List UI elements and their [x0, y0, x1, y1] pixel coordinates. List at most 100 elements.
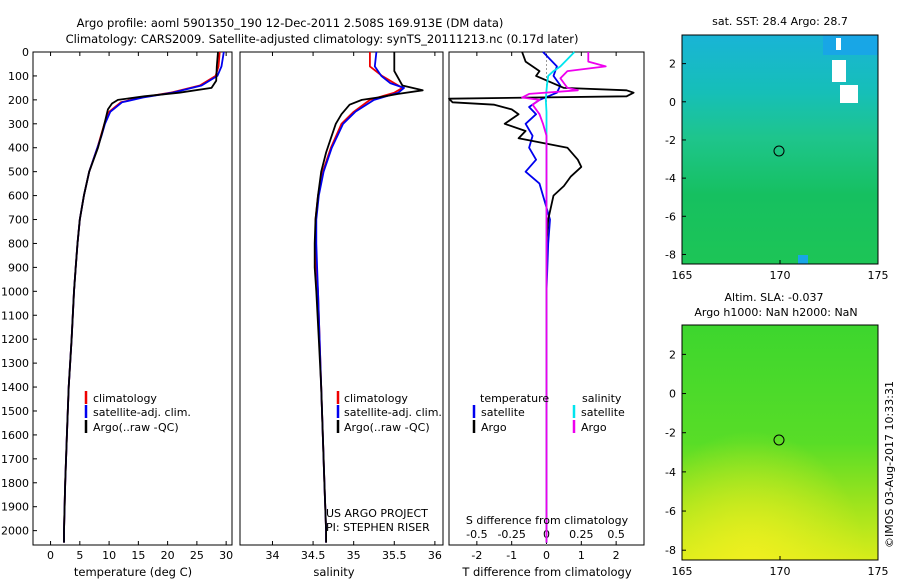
x-tick-label: -2: [471, 549, 482, 562]
x-tick-label: 2: [613, 549, 620, 562]
x-tick-label: 34: [265, 549, 279, 562]
sla-map: Altim. SLA: -0.037 Argo h1000: NaN h2000…: [665, 291, 888, 578]
legend-label-s-argo: Argo: [581, 421, 607, 434]
y-tick-label: 1400: [1, 381, 29, 394]
map-y-tick-label: 2: [669, 348, 676, 361]
legend-label-satellite-adj: satellite-adj. clim.: [344, 406, 442, 419]
sst-map: sat. SST: 28.4 Argo: 28.7 165 170 175 2 0 -2 -…: [665, 15, 888, 282]
t-difference-xlabel: T difference from climatology: [461, 565, 632, 579]
sla-map-title-line1: Altim. SLA: -0.037: [724, 291, 823, 304]
series-line-climatology: [63, 51, 221, 543]
legend-label-satellite-adj: satellite-adj. clim.: [93, 406, 191, 419]
y-tick-label: 1000: [1, 285, 29, 298]
s-tick-label: -0.5: [466, 528, 487, 541]
figure-title-line2: Climatology: CARS2009. Satellite-adjuste…: [66, 32, 579, 46]
s-tick-label: 0.5: [607, 528, 625, 541]
temperature-axes-frame: [32, 51, 233, 546]
y-tick-label: 1800: [1, 477, 29, 490]
legend-label-argo: Argo(..raw -QC): [93, 421, 179, 434]
temperature-legend: climatology satellite-adj. clim. Argo(..…: [84, 391, 191, 434]
figure-title-line1: Argo profile: aoml 5901350_190 12-Dec-20…: [77, 16, 504, 30]
sst-map-title: sat. SST: 28.4 Argo: 28.7: [712, 15, 848, 28]
credit-project: US ARGO PROJECT: [326, 507, 428, 520]
y-tick-label: 1900: [1, 501, 29, 514]
salinity-axes-frame: [239, 51, 444, 546]
y-tick-label: 400: [8, 142, 29, 155]
y-tick-label: 100: [8, 70, 29, 83]
map-x-tick-label: 165: [672, 269, 693, 282]
sst-field: [682, 35, 878, 264]
map-y-tick-label: -8: [665, 248, 676, 261]
y-tick-label: 1700: [1, 453, 29, 466]
map-x-tick-label: 170: [770, 269, 791, 282]
series-line-climatology: [314, 52, 404, 543]
map-y-tick-label: -4: [665, 172, 676, 185]
x-tick-label: 36: [428, 549, 442, 562]
x-tick-label: 0: [543, 549, 550, 562]
y-tick-label: 1500: [1, 405, 29, 418]
series-line-argo-salinity: [521, 52, 607, 543]
salinity-panel: 34 34.5 35 35.5 36 salinity climatology sate…: [239, 51, 444, 579]
series-line-satellite-adj-clim-: [315, 51, 405, 543]
map-x-tick-label: 165: [672, 565, 693, 578]
imos-footer: ©IMOS 03-Aug-2017 10:33:31: [883, 381, 896, 548]
map-y-tick-label: -8: [665, 544, 676, 557]
y-tick-label: 0: [22, 46, 29, 59]
map-x-tick-label: 175: [868, 565, 889, 578]
legend-header-temperature: temperature: [480, 392, 549, 405]
map-y-tick-label: -2: [665, 134, 676, 147]
x-tick-label: 30: [219, 549, 233, 562]
y-tick-label: 900: [8, 261, 29, 274]
map-y-tick-label: -6: [665, 505, 676, 518]
legend-label-climatology: climatology: [344, 392, 408, 405]
x-tick-label: 35.5: [382, 549, 407, 562]
y-tick-label: 1300: [1, 357, 29, 370]
difference-legend: temperature salinity satellite Argo sate…: [472, 392, 625, 434]
series-line-argo-raw-qc-: [63, 51, 219, 543]
legend-label-s-satellite: satellite: [581, 406, 625, 419]
x-tick-label: 25: [190, 549, 204, 562]
sla-high-region: [682, 325, 878, 560]
x-tick-label: 20: [161, 549, 175, 562]
legend-label-t-argo: Argo: [481, 421, 507, 434]
y-tick-label: 300: [8, 118, 29, 131]
x-tick-label: 1: [578, 549, 585, 562]
map-y-tick-label: 0: [669, 388, 676, 401]
legend-label-climatology: climatology: [93, 392, 157, 405]
y-tick-label: 1200: [1, 333, 29, 346]
y-tick-label: 500: [8, 166, 29, 179]
legend-label-argo: Argo(..raw -QC): [344, 421, 430, 434]
series-line-satellite-adj-clim-: [63, 51, 225, 543]
x-tick-label: 15: [131, 549, 145, 562]
difference-panel: -2 -1 0 1 2-0.5 -0.25 0 0.25 0.5 T difference fr…: [448, 51, 645, 579]
y-tick-label: 700: [8, 214, 29, 227]
map-x-tick-label: 175: [868, 269, 889, 282]
s-difference-xlabel: S difference from climatology: [466, 514, 629, 527]
salinity-legend: climatology satellite-adj. clim. Argo(..…: [336, 391, 442, 434]
x-tick-label: -1: [506, 549, 517, 562]
y-tick-label: 1600: [1, 429, 29, 442]
s-tick-label: 0.25: [569, 528, 594, 541]
sla-map-title-line2: Argo h1000: NaN h2000: NaN: [694, 306, 857, 319]
x-tick-label: 35: [347, 549, 361, 562]
y-tick-label: 200: [8, 94, 29, 107]
x-tick-label: 5: [76, 549, 83, 562]
y-tick-label: 1100: [1, 309, 29, 322]
x-tick-label: 10: [102, 549, 116, 562]
s-tick-label: -0.25: [497, 528, 525, 541]
legend-header-salinity: salinity: [582, 392, 622, 405]
map-y-tick-label: 0: [669, 96, 676, 109]
y-tick-label: 800: [8, 237, 29, 250]
temperature-xlabel: temperature (deg C): [74, 565, 192, 579]
map-y-tick-label: -2: [665, 427, 676, 440]
sst-profile-marker: [773, 145, 785, 157]
temperature-panel: 0 5 10 15 20 25 300100200300400500600700800900…: [1, 46, 233, 579]
credit-pi: PI: STEPHEN RISER: [326, 521, 430, 534]
x-tick-label: 0: [47, 549, 54, 562]
y-tick-label: 2000: [1, 525, 29, 538]
series-line-argo-raw-qc-: [313, 52, 424, 543]
series-line-satellite-salinity: [544, 51, 576, 543]
x-tick-label: 34.5: [301, 549, 326, 562]
map-x-tick-label: 170: [770, 565, 791, 578]
